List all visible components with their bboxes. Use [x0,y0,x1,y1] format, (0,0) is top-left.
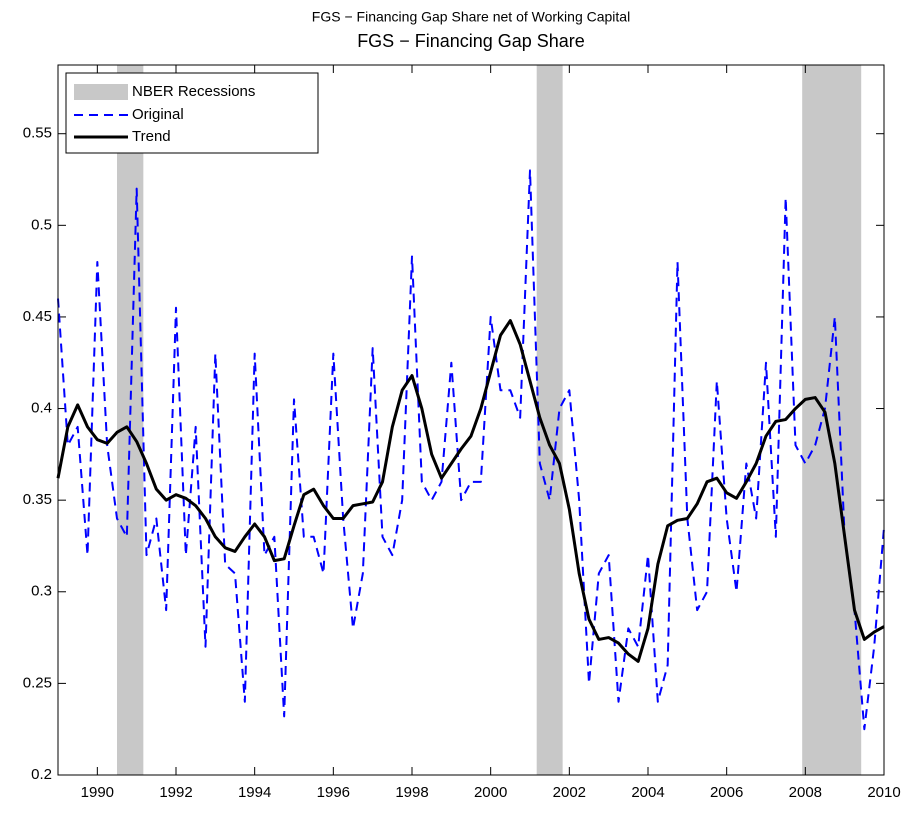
x-tick-label: 1992 [159,784,192,801]
legend-label: Trend [132,128,171,145]
legend-label: Original [132,106,184,123]
y-tick-label: 0.25 [23,674,52,691]
plot-frame [57,64,885,776]
y-tick-label: 0.2 [31,766,52,783]
x-tick-label: 1996 [317,784,350,801]
legend: NBER Recessions Original Trend [65,72,319,154]
chart-title: FGS − Financing Gap Share [357,31,585,51]
x-tick-label: 2000 [474,784,507,801]
x-tick-label: 1998 [395,784,428,801]
recession-band [802,65,862,775]
x-tick-label: 2004 [631,784,664,801]
y-tick-label: 0.5 [31,216,52,233]
x-tick-label: 2010 [867,784,900,801]
x-tick-label: 2008 [789,784,822,801]
x-tick-label: 1994 [238,784,271,801]
series-line [56,319,885,663]
y-tick-label: 0.55 [23,125,52,142]
y-tick-label: 0.35 [23,491,52,508]
y-tick-label: 0.45 [23,308,52,325]
chart-suptitle: FGS − Financing Gap Share net of Working… [312,9,630,25]
legend-label: NBER Recessions [132,83,255,100]
y-tick-label: 0.4 [31,400,52,417]
x-tick-label: 2006 [710,784,743,801]
x-tick-label: 1990 [81,784,114,801]
x-tick-label: 2002 [553,784,586,801]
series-line [57,169,885,731]
y-tick-label: 0.3 [31,583,52,600]
recession-band [117,65,144,775]
legend-swatch [74,84,128,100]
